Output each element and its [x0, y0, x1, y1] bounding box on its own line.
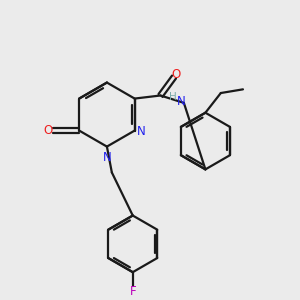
Text: O: O	[43, 124, 52, 137]
Text: N: N	[177, 94, 186, 107]
Text: O: O	[172, 68, 181, 81]
Text: N: N	[103, 151, 111, 164]
Text: F: F	[130, 285, 136, 298]
Text: H: H	[169, 92, 177, 102]
Text: N: N	[137, 125, 146, 138]
